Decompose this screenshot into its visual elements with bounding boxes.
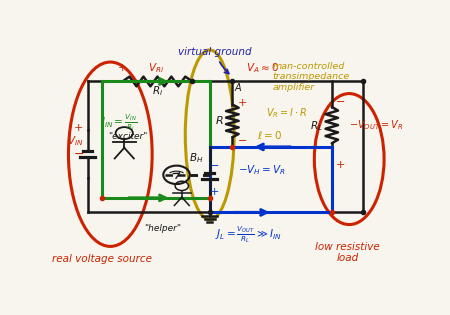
Text: R: R	[216, 117, 223, 127]
Text: −: −	[238, 136, 248, 146]
Text: +: +	[118, 63, 127, 73]
Text: $V_{Ri}$: $V_{Ri}$	[148, 61, 164, 75]
Text: "helper": "helper"	[144, 224, 181, 233]
Text: $I_{IN}=\frac{V_{IN}}{R_i}$: $I_{IN}=\frac{V_{IN}}{R_i}$	[101, 112, 137, 133]
Text: +: +	[238, 98, 248, 108]
Text: $V_R = I\cdot R$: $V_R = I\cdot R$	[266, 106, 307, 120]
Text: low resistive
load: low resistive load	[315, 242, 380, 263]
Text: −: −	[336, 97, 345, 107]
Text: $V_A\approx 0$: $V_A\approx 0$	[246, 61, 279, 75]
Text: real voltage source: real voltage source	[52, 254, 152, 264]
Text: +: +	[210, 187, 220, 197]
Text: +: +	[74, 123, 84, 133]
Text: −: −	[210, 161, 220, 171]
Text: −: −	[74, 148, 84, 161]
Text: $-V_H = V_R$: $-V_H = V_R$	[238, 163, 285, 177]
Text: $R_i$: $R_i$	[152, 84, 163, 98]
Text: man-controlled
transimpedance
amplifier: man-controlled transimpedance amplifier	[273, 62, 350, 92]
Text: +: +	[336, 160, 345, 170]
Text: "exciter": "exciter"	[108, 132, 148, 140]
Text: A: A	[234, 83, 241, 93]
Text: virtual ground: virtual ground	[178, 47, 252, 74]
Text: $V_{IN}$: $V_{IN}$	[67, 134, 84, 148]
Text: $J_L = \frac{V_{OUT}}{R_L} \gg I_{IN}$: $J_L = \frac{V_{OUT}}{R_L} \gg I_{IN}$	[215, 224, 281, 245]
Text: $R_L$: $R_L$	[310, 119, 323, 133]
Text: $\ell = 0$: $\ell = 0$	[257, 129, 282, 141]
Text: $B_H$: $B_H$	[189, 151, 203, 165]
Text: $-V_{OUT}=V_R$: $-V_{OUT}=V_R$	[349, 118, 404, 132]
